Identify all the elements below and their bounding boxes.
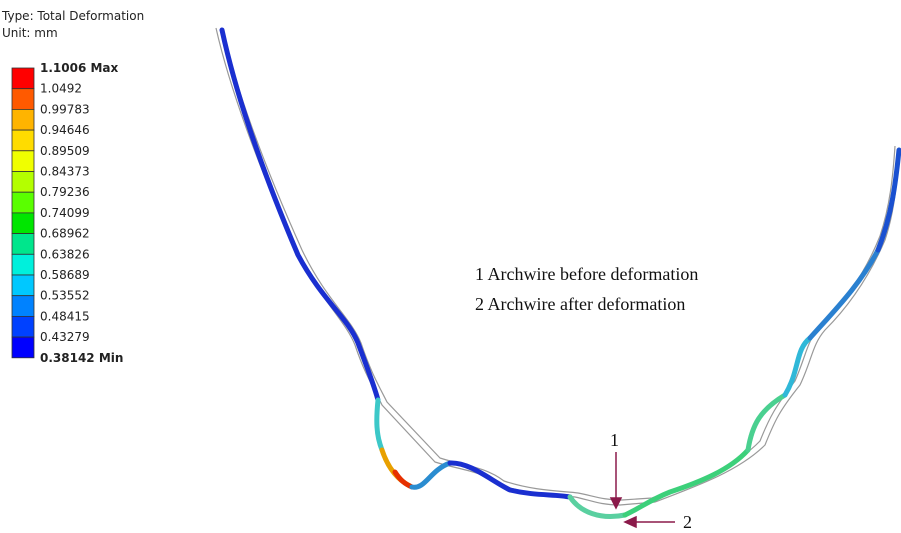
legend-swatch [12,234,34,255]
legend-swatch [12,275,34,296]
legend-swatch [12,130,34,151]
legend-label: 0.68962 [40,227,90,241]
legend-swatch [12,68,34,89]
legend-swatch [12,254,34,275]
legend-label: 0.74099 [40,206,90,220]
legend-swatch [12,151,34,172]
arrow-head [611,498,621,508]
legend-label: 0.99783 [40,102,90,116]
arrow-label: 2 [683,512,692,532]
legend-label: 0.79236 [40,185,90,199]
color-legend: 1.1006 Max 1.0492 0.99783 0.94646 0.89509 0.8… [12,61,123,365]
legend-label: 0.84373 [40,165,90,179]
legend-swatch [12,109,34,130]
legend-swatch [12,213,34,234]
legend-label: 0.38142 Min [40,351,123,365]
legend-label: 0.94646 [40,123,90,137]
legend-label: 0.48415 [40,309,90,323]
legend-label: 0.89509 [40,144,90,158]
legend-swatch [12,89,34,110]
legend-label: 1.0492 [40,82,82,96]
legend-type: Type: Total Deformation [1,9,144,23]
legend-swatch [12,192,34,213]
legend-swatch [12,316,34,337]
arrow-label: 1 [610,430,619,450]
legend-unit: Unit: mm [2,26,58,40]
annotation: 2 Archwire after deformation [475,294,685,314]
legend-label: 1.1006 Max [40,61,119,75]
legend-swatch [12,172,34,193]
legend-label: 0.53552 [40,289,90,303]
legend-label: 0.58689 [40,268,90,282]
legend-swatch [12,296,34,317]
legend-label: 0.43279 [40,330,90,344]
scene: Type: Total Deformation Unit: mm 1.1006 … [0,0,901,533]
page: Type: Total Deformation Unit: mm 1.1006 … [0,0,901,533]
legend-label: 0.63826 [40,247,90,261]
arrow-head [625,517,636,527]
legend-swatch [12,337,34,358]
annotation: 1 Archwire before deformation [475,264,698,284]
